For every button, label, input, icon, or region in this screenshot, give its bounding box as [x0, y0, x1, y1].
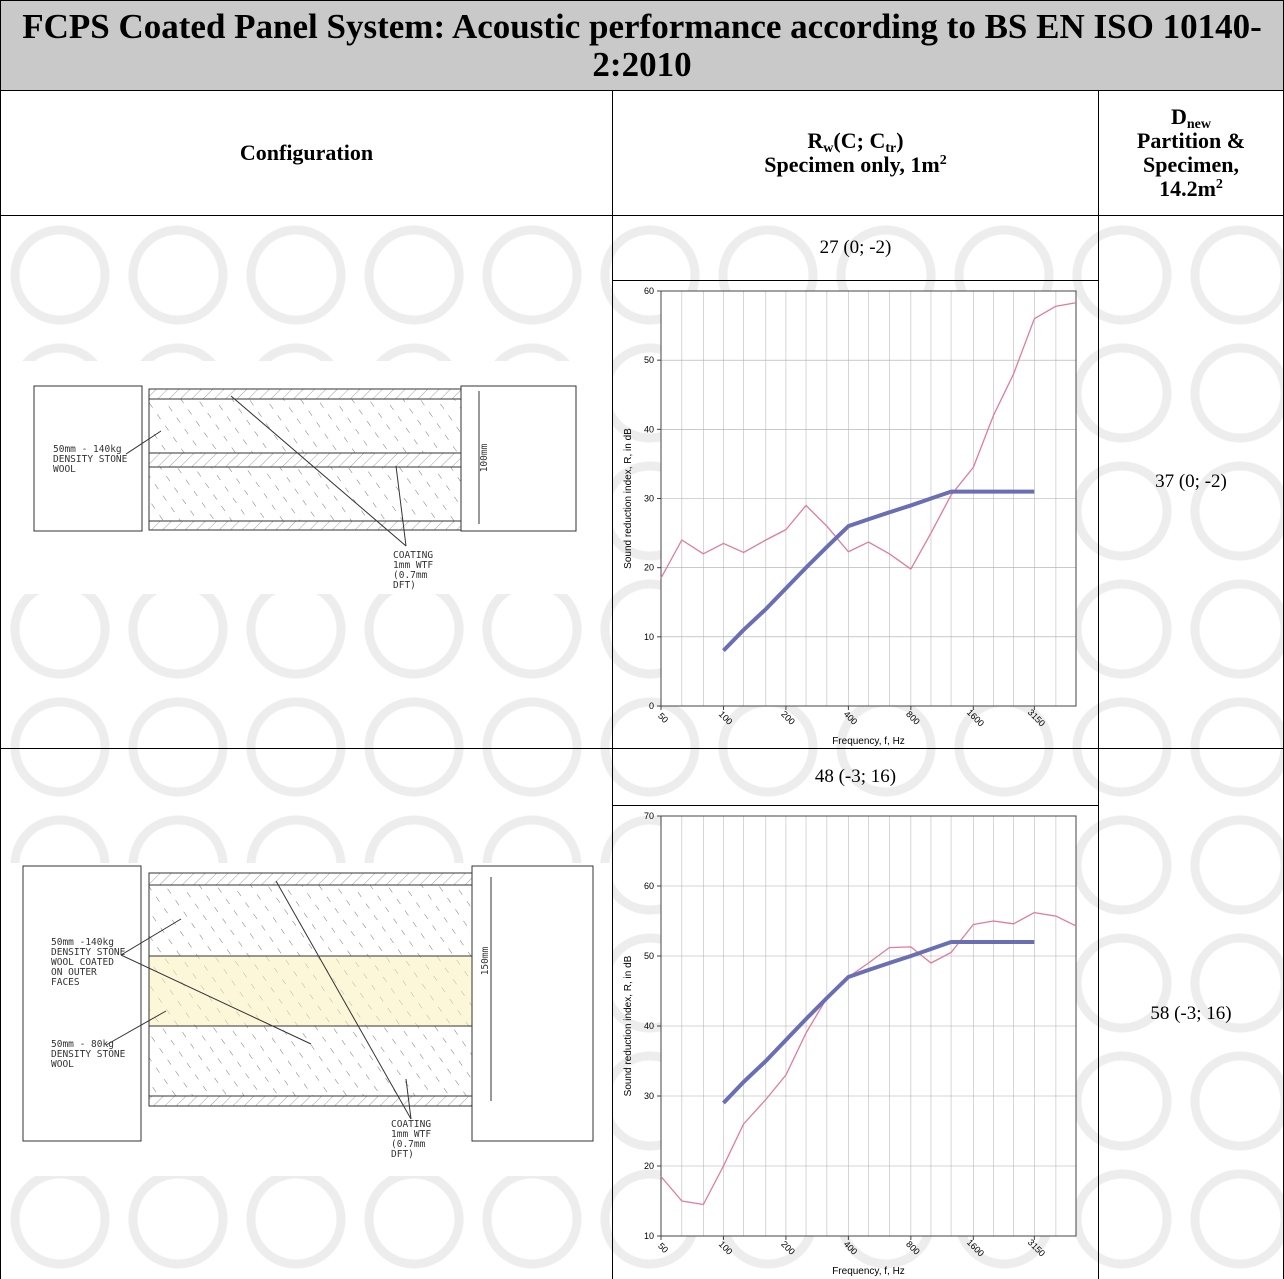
dnew-value: 58 (-3; 16) [1098, 748, 1284, 1279]
x-tick-label: 400 [842, 709, 860, 727]
label-line: DENSITY STONE [51, 1049, 126, 1060]
series-line [660, 302, 1077, 579]
x-tick-label: 400 [842, 1239, 860, 1257]
y-tick-label: 40 [644, 1021, 654, 1031]
title: FCPS Coated Panel System: Acoustic perfo… [0, 0, 1284, 91]
label-line: ON OUTER [51, 967, 97, 978]
header-line: Dnew [1170, 104, 1211, 132]
chart-cell: 0 10 20 30 40 50 60 50 100 200 400 800 1600 3150 Sound… [612, 280, 1099, 749]
label-line: DENSITY STONE [51, 947, 126, 958]
header-line: Rw(C; Ctr) [807, 128, 904, 156]
header-line: Specimen, [1143, 152, 1239, 177]
text: D [1170, 104, 1187, 129]
diagram-label: 50mm -140kg DENSITY STONE WOOL COATED ON OU… [51, 937, 126, 988]
label-line: 50mm -140kg [51, 937, 114, 948]
y-tick-label: 50 [644, 355, 654, 365]
series-line [660, 911, 1077, 1206]
configuration-drawing: 50mm - 140kg DENSITY STONE WOOL COATING 1mm… [1, 361, 612, 594]
y-tick-label: 10 [644, 632, 654, 642]
column-header: Configuration [0, 90, 613, 216]
superscript: 2 [939, 153, 947, 168]
y-tick-label: 20 [644, 1161, 654, 1171]
text: 14.2m [1159, 176, 1216, 201]
series-line [722, 489, 1035, 653]
x-tick-label: 800 [904, 709, 922, 727]
x-tick-label: 50 [656, 711, 670, 725]
column-header: Dnew Partition & Specimen, 14.2m2 [1098, 90, 1284, 216]
diagram-label: 50mm - 80kg DENSITY STONE WOOL [51, 1039, 126, 1070]
subscript: w [823, 141, 834, 156]
y-tick-label: 30 [644, 494, 654, 504]
header-line: Partition & [1136, 128, 1246, 153]
text: R [807, 128, 824, 153]
header-line: 14.2m2 [1159, 177, 1223, 201]
x-axis-label: Frequency, f, Hz [832, 736, 905, 747]
x-tick-label: 800 [904, 1239, 922, 1257]
y-tick-label: 70 [644, 811, 654, 821]
text: ) [896, 128, 904, 153]
diagram-label: 50mm - 140kg DENSITY STONE WOOL [53, 444, 128, 475]
x-tick-label: 200 [779, 709, 797, 727]
configuration-cell: 50mm - 140kg DENSITY STONE WOOL COATING 1mm… [0, 215, 613, 749]
label-line: WOOL COATED [51, 957, 114, 968]
subscript: new [1186, 117, 1211, 132]
dimension-label: 100mm [479, 443, 490, 472]
text: Specimen only, 1m [764, 152, 940, 177]
chart: 0 10 20 30 40 50 60 50 100 200 400 800 1600 3150 Sound… [623, 286, 1077, 747]
label-line: DENSITY STONE [53, 454, 128, 465]
configuration-drawing: 50mm -140kg DENSITY STONE WOOL COATED ON OU… [1, 863, 612, 1176]
label-line: 1mm WTF [393, 560, 433, 571]
rw-value: 48 (-3; 16) [612, 748, 1099, 806]
label-line: WOOL [51, 1059, 74, 1070]
y-axis-label: Sound reduction index, R, in dB [623, 955, 634, 1096]
dnew-value: 37 (0; -2) [1098, 215, 1284, 749]
y-tick-label: 40 [644, 424, 654, 434]
label-line: (0.7mm [393, 570, 428, 581]
header-line: Specimen only, 1m2 [764, 153, 946, 177]
x-tick-label: 50 [656, 1241, 670, 1255]
x-tick-label: 100 [717, 709, 735, 727]
subscript: tr [885, 141, 897, 156]
y-tick-label: 20 [644, 563, 654, 573]
label-line: DFT) [391, 1149, 414, 1160]
label-line: FACES [51, 977, 80, 988]
series-line [722, 940, 1035, 1105]
dimension-label: 150mm [480, 946, 491, 975]
y-tick-label: 30 [644, 1091, 654, 1101]
y-tick-label: 60 [644, 286, 654, 296]
label-line: COATING [393, 550, 433, 561]
diagram-label: COATING 1mm WTF (0.7mm DFT) [393, 550, 433, 591]
y-axis-label: Sound reduction index, R, in dB [623, 428, 634, 569]
label-line: (0.7mm [391, 1139, 426, 1150]
label-line: 50mm - 140kg [53, 444, 122, 455]
chart: 10 20 30 40 50 60 70 50 100 200 400 800 1600 3150 Soun… [623, 811, 1077, 1277]
rw-value: 27 (0; -2) [612, 215, 1099, 281]
x-tick-label: 1600 [965, 707, 986, 728]
y-tick-label: 60 [644, 881, 654, 891]
x-tick-label: 100 [717, 1239, 735, 1257]
x-tick-label: 1600 [965, 1237, 986, 1258]
y-tick-label: 50 [644, 951, 654, 961]
x-axis-label: Frequency, f, Hz [832, 1266, 905, 1277]
y-tick-label: 0 [649, 701, 654, 711]
superscript: 2 [1215, 177, 1223, 192]
diagram-label: COATING 1mm WTF (0.7mm DFT) [391, 1119, 431, 1160]
text: (C; C [833, 128, 886, 153]
label-line: COATING [391, 1119, 431, 1130]
y-tick-label: 10 [644, 1231, 654, 1241]
x-tick-label: 3150 [1026, 1237, 1047, 1258]
column-header: Rw(C; Ctr) Specimen only, 1m2 [612, 90, 1099, 216]
x-tick-label: 3150 [1026, 707, 1047, 728]
x-tick-label: 200 [779, 1239, 797, 1257]
label-line: 50mm - 80kg [51, 1039, 114, 1050]
label-line: WOOL [53, 464, 76, 475]
configuration-cell: 50mm -140kg DENSITY STONE WOOL COATED ON OU… [0, 748, 613, 1279]
chart-cell: 10 20 30 40 50 60 70 50 100 200 400 800 1600 3150 Soun… [612, 805, 1099, 1279]
label-line: 1mm WTF [391, 1129, 431, 1140]
label-line: DFT) [393, 580, 416, 591]
